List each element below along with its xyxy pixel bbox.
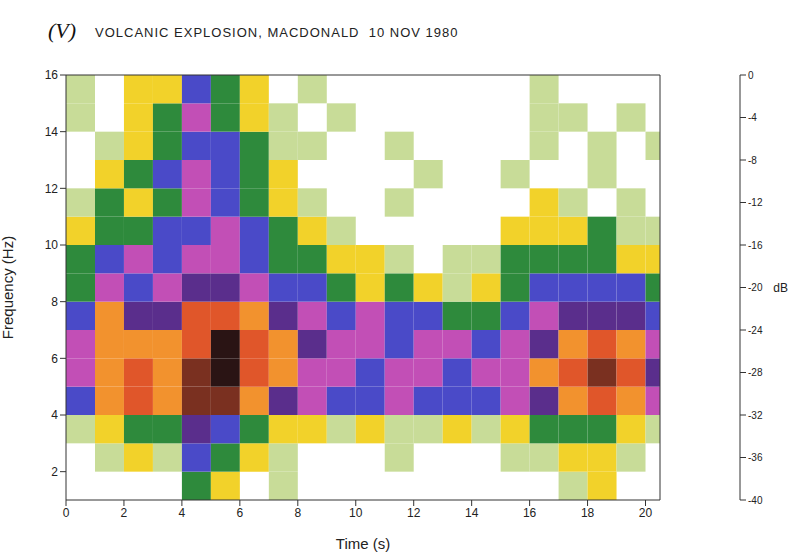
svg-text:14: 14 [45, 125, 59, 139]
svg-text:8: 8 [294, 506, 301, 520]
svg-text:4: 4 [51, 408, 58, 422]
svg-text:2: 2 [121, 506, 128, 520]
svg-text:6: 6 [237, 506, 244, 520]
svg-text:-28: -28 [748, 367, 763, 378]
svg-text:-40: -40 [748, 495, 763, 506]
svg-text:-12: -12 [748, 197, 763, 208]
svg-text:12: 12 [407, 506, 421, 520]
html-text:VOLCANIC EXPLOSION, MACDONALD: VOLCANIC EXPLOSION, MACDONALD 10 NOV 198… [95, 25, 459, 40]
svg-text:-20: -20 [748, 282, 763, 293]
svg-text:0: 0 [748, 70, 754, 81]
svg-text:6: 6 [51, 352, 58, 366]
svg-text:8: 8 [51, 295, 58, 309]
svg-text:4: 4 [179, 506, 186, 520]
svg-text:-24: -24 [748, 325, 763, 336]
svg-text:0: 0 [63, 506, 70, 520]
svg-text:dB: dB [773, 281, 788, 295]
svg-text:-16: -16 [748, 240, 763, 251]
html-text:(V): (V) [48, 18, 77, 43]
svg-text:-4: -4 [748, 112, 757, 123]
svg-text:-32: -32 [748, 410, 763, 421]
svg-text:12: 12 [45, 182, 59, 196]
svg-text:Time (s): Time (s) [336, 535, 390, 552]
svg-text:16: 16 [523, 506, 537, 520]
svg-text:Frequency (Hz): Frequency (Hz) [0, 236, 16, 339]
svg-text:-36: -36 [748, 452, 763, 463]
svg-text:20: 20 [639, 506, 653, 520]
svg-text:2: 2 [51, 465, 58, 479]
svg-text:10: 10 [349, 506, 363, 520]
svg-text:18: 18 [581, 506, 595, 520]
svg-text:-8: -8 [748, 155, 757, 166]
svg-text:16: 16 [45, 68, 59, 82]
svg-text:14: 14 [465, 506, 479, 520]
svg-text:10: 10 [45, 238, 59, 252]
